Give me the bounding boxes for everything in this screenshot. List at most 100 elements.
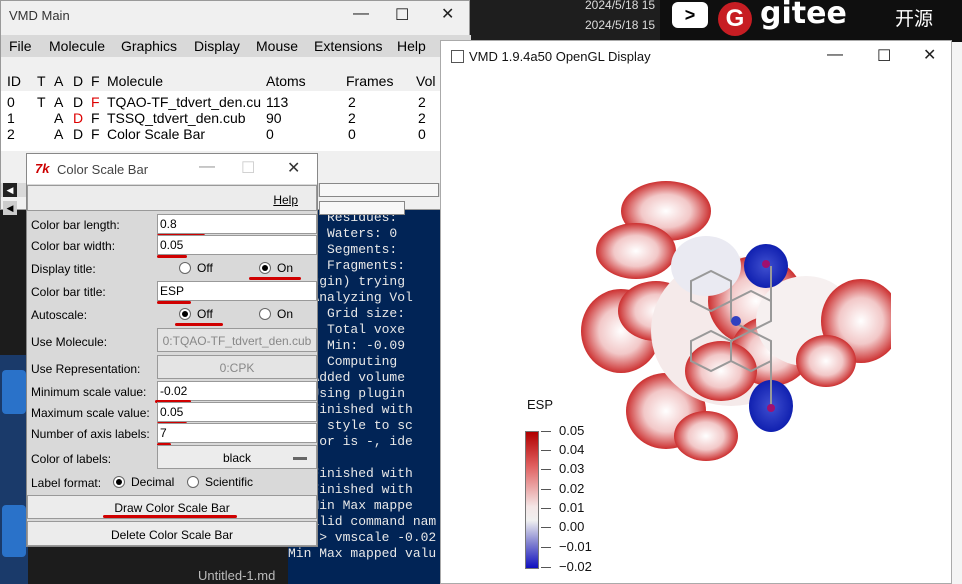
close-icon[interactable]: ✕ — [287, 160, 301, 177]
cell-id: 1 — [7, 110, 15, 126]
display-title-on-radio[interactable] — [259, 262, 271, 274]
cell-id: 0 — [7, 94, 15, 110]
autoscale-on-radio[interactable] — [259, 308, 271, 320]
use-molecule-select[interactable]: 0:TQAO-TF_tdvert_den.cub — [157, 328, 317, 352]
cell-fixed[interactable]: F — [91, 110, 100, 126]
opengl-display-window: VMD 1.9.4a50 OpenGL Display — ☐ ✕ — [440, 40, 952, 584]
column-header[interactable]: Vol — [416, 73, 436, 89]
close-icon[interactable]: ✕ — [441, 6, 455, 23]
cell-molecule: TQAO-TF_tdvert_den.cu — [107, 94, 262, 110]
use-molecule-row: Use Molecule: 0:TQAO-TF_tdvert_den.cub — [27, 328, 317, 354]
color-scale-bar — [525, 431, 539, 569]
tick-label: 0.00 — [559, 519, 585, 534]
menu-help[interactable]: Help — [397, 38, 426, 54]
tick-mark — [541, 450, 551, 451]
menu-extensions[interactable]: Extensions — [314, 38, 383, 54]
taskbar-button[interactable] — [2, 370, 26, 414]
cell-active[interactable]: A — [54, 110, 64, 126]
color-bar-length-input[interactable]: 0.8 — [157, 214, 317, 234]
draw-color-scale-bar-button[interactable]: Draw Color Scale Bar — [27, 495, 317, 519]
timestamp: 2024/5/18 15 — [585, 0, 656, 12]
gitee-opensource-text: 开源 — [895, 9, 934, 30]
tick-label: 0.01 — [559, 500, 585, 515]
min-scale-input[interactable]: -0.02 — [157, 381, 317, 401]
molecule-esp-surface[interactable] — [571, 171, 891, 471]
annotation-underline — [249, 277, 301, 280]
cell-displayed[interactable]: D — [73, 110, 84, 126]
maximize-icon[interactable]: ☐ — [877, 48, 892, 65]
decimal-radio[interactable] — [113, 476, 125, 488]
color-bar-title-input[interactable]: ESP — [157, 281, 317, 301]
delete-color-scale-bar-button[interactable]: Delete Color Scale Bar — [27, 521, 317, 546]
menu-mouse[interactable]: Mouse — [256, 38, 299, 54]
arrow-icon[interactable]: > — [672, 2, 708, 28]
minimize-icon[interactable]: — — [199, 158, 215, 175]
title-row: Color bar title: ESP — [27, 281, 317, 303]
menu-value: black — [222, 451, 251, 465]
color-bar-width-input[interactable]: 0.05 — [157, 235, 317, 255]
use-representation-select[interactable]: 0:CPK — [157, 355, 317, 379]
column-header[interactable]: Frames — [346, 73, 394, 89]
display-title-off-radio[interactable] — [179, 262, 191, 274]
label-color-menu[interactable]: black — [157, 445, 317, 469]
timestamp: 2024/5/18 15 — [585, 18, 656, 32]
min-row: Minimum scale value: -0.02 — [27, 381, 317, 403]
column-header[interactable]: ID — [7, 73, 21, 89]
cell-molecule: TSSQ_tdvert_den.cub — [107, 110, 246, 126]
maximize-icon[interactable]: ☐ — [241, 160, 256, 177]
field-label: Color of labels: — [31, 452, 112, 466]
column-header[interactable]: Molecule — [107, 73, 164, 89]
tick-label: −0.02 — [559, 559, 592, 574]
column-header[interactable]: F — [91, 73, 100, 89]
cell-displayed[interactable]: D — [73, 126, 84, 142]
menu-bar: File Molecule Graphics Display Mouse Ext… — [1, 35, 471, 57]
cell-active[interactable]: A — [54, 94, 64, 110]
column-header[interactable]: A — [54, 73, 64, 89]
minimize-icon[interactable]: — — [353, 5, 369, 22]
console-line: Min Max mapped valu — [288, 546, 437, 561]
field-label: Color bar length: — [31, 218, 120, 232]
cell-active[interactable]: A — [54, 126, 64, 142]
max-row: Maximum scale value: 0.05 — [27, 402, 317, 424]
minimize-icon[interactable]: — — [827, 46, 843, 63]
cell-molecule: Color Scale Bar — [107, 126, 206, 142]
title-bar: 7k Color Scale Bar — ☐ ✕ — [27, 154, 317, 184]
cell-top[interactable]: T — [37, 94, 46, 110]
gitee-brand-text: gitee — [760, 0, 847, 31]
column-header[interactable]: Atoms — [266, 73, 306, 89]
button-label: Draw Color Scale Bar — [114, 501, 230, 515]
menu-graphics[interactable]: Graphics — [121, 38, 178, 54]
legend-title: ESP — [527, 397, 554, 412]
max-scale-input[interactable]: 0.05 — [157, 402, 317, 422]
axis-labels-input[interactable]: 7 — [157, 423, 317, 443]
field-label: Use Molecule: — [31, 335, 108, 349]
cell-fixed[interactable]: F — [91, 126, 100, 142]
close-icon[interactable]: ✕ — [923, 47, 937, 64]
menu-molecule[interactable]: Molecule — [49, 38, 106, 54]
cell-fixed[interactable]: F — [91, 94, 100, 110]
slider-handle[interactable] — [319, 183, 439, 197]
taskbar-button[interactable] — [2, 505, 26, 557]
column-header[interactable]: D — [73, 73, 84, 89]
menu-display[interactable]: Display — [194, 38, 240, 54]
tick-mark — [541, 527, 551, 528]
cell-displayed[interactable]: D — [73, 94, 84, 110]
autoscale-off-radio[interactable] — [179, 308, 191, 320]
tick-mark — [541, 508, 551, 509]
annotation-underline — [157, 301, 191, 304]
menu-file[interactable]: File — [9, 38, 32, 54]
frame-field[interactable] — [319, 201, 405, 215]
tick-label: 0.03 — [559, 461, 585, 476]
maximize-icon[interactable]: ☐ — [395, 7, 410, 24]
step-back-icon[interactable]: ◀ — [3, 201, 17, 215]
axis-labels-row: Number of axis labels: 7 — [27, 423, 317, 445]
cell-frames: 2 — [348, 110, 356, 126]
editor-tab[interactable]: Untitled-1.md — [198, 568, 276, 583]
scientific-radio[interactable] — [187, 476, 199, 488]
column-header[interactable]: T — [37, 73, 46, 89]
window-title: VMD 1.9.4a50 OpenGL Display — [469, 49, 651, 64]
rewind-icon[interactable]: ◀ — [3, 183, 17, 197]
gitee-logo: G — [718, 2, 752, 36]
help-button[interactable]: Help — [27, 185, 317, 211]
cell-atoms: 113 — [266, 94, 289, 110]
